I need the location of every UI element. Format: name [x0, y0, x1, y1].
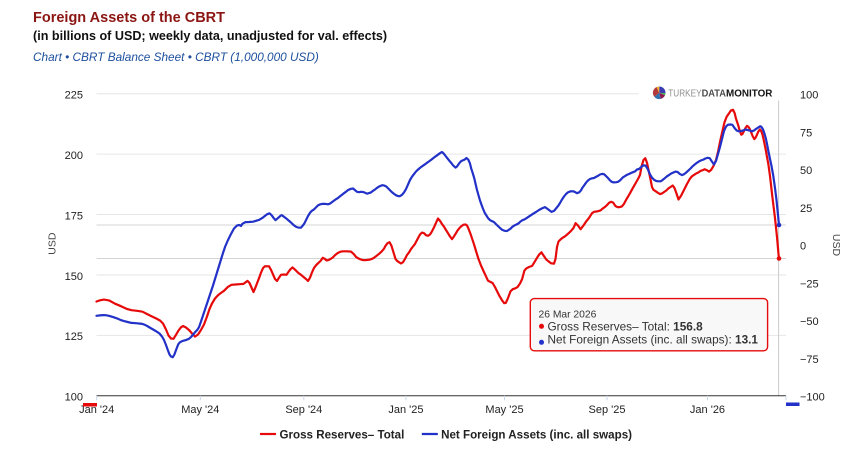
svg-text:25: 25 — [800, 203, 812, 215]
svg-text:−50: −50 — [800, 316, 819, 328]
svg-text:MONITOR: MONITOR — [726, 88, 773, 100]
svg-text:125: 125 — [65, 331, 83, 343]
svg-text:150: 150 — [65, 271, 83, 283]
svg-text:Gross Reserves– Total: 156.8: Gross Reserves– Total: 156.8 — [548, 319, 704, 333]
svg-text:−25: −25 — [800, 278, 819, 290]
svg-text:200: 200 — [65, 150, 83, 162]
svg-text:50: 50 — [800, 165, 812, 177]
svg-text:Jan '26: Jan '26 — [690, 404, 725, 416]
svg-text:DATA: DATA — [702, 88, 727, 100]
svg-text:Net Foreign Assets (inc. all s: Net Foreign Assets (inc. all swaps): 13.… — [548, 333, 759, 347]
svg-text:Net Foreign Assets (inc. all s: Net Foreign Assets (inc. all swaps) — [441, 428, 632, 441]
svg-text:Sep '25: Sep '25 — [589, 404, 626, 416]
svg-text:−100: −100 — [800, 392, 825, 404]
svg-text:75: 75 — [800, 127, 812, 139]
svg-text:USD: USD — [47, 232, 59, 255]
svg-text:175: 175 — [65, 210, 83, 222]
svg-text:Gross Reserves– Total: Gross Reserves– Total — [280, 428, 405, 441]
svg-text:100: 100 — [800, 90, 818, 102]
svg-text:−75: −75 — [800, 354, 819, 366]
svg-text:Sep '24: Sep '24 — [285, 404, 322, 416]
svg-text:100: 100 — [65, 392, 83, 404]
svg-text:TURKEY: TURKEY — [668, 88, 701, 100]
svg-text:225: 225 — [65, 90, 83, 102]
svg-text:Jan '24: Jan '24 — [79, 404, 114, 416]
svg-text:Jan '25: Jan '25 — [388, 404, 423, 416]
svg-text:0: 0 — [800, 241, 806, 253]
svg-text:May '25: May '25 — [485, 404, 523, 416]
svg-text:26 Mar 2026: 26 Mar 2026 — [539, 309, 597, 320]
svg-text:May '24: May '24 — [181, 404, 219, 416]
svg-text:USD: USD — [830, 234, 842, 257]
